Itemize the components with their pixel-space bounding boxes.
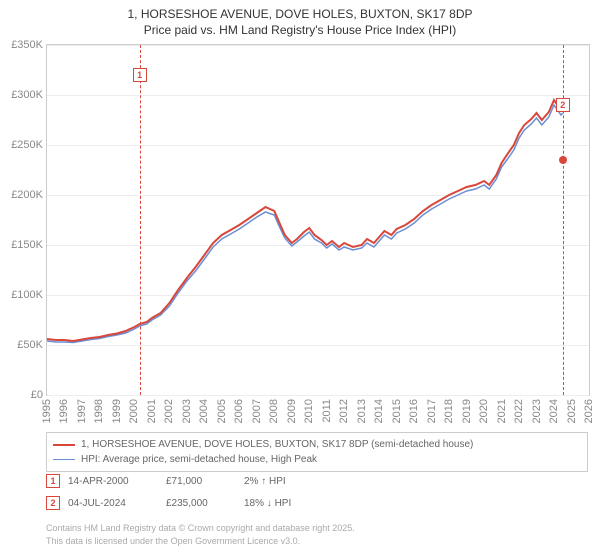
xtick-label: 1998 <box>93 399 105 423</box>
ytick-label: £300K <box>11 89 47 101</box>
xtick-label: 2000 <box>128 399 140 423</box>
xtick-label: 2025 <box>566 399 578 423</box>
ytick-label: £250K <box>11 139 47 151</box>
datapoint-change-1: 2% ↑ HPI <box>244 476 334 487</box>
legend-row-hpi: HPI: Average price, semi-detached house,… <box>53 452 581 467</box>
chart-container: 1, HORSESHOE AVENUE, DOVE HOLES, BUXTON,… <box>0 0 600 560</box>
xtick-label: 2012 <box>338 399 350 423</box>
datapoint-row-1: 1 14-APR-2000 £71,000 2% ↑ HPI <box>46 474 334 488</box>
xtick-label: 1995 <box>41 399 53 423</box>
series-svg <box>47 45 589 395</box>
xtick-label: 2017 <box>426 399 438 423</box>
xtick-label: 2002 <box>163 399 175 423</box>
xtick-label: 2024 <box>548 399 560 423</box>
datapoint-row-2: 2 04-JUL-2024 £235,000 18% ↓ HPI <box>46 496 334 510</box>
xtick-label: 2015 <box>391 399 403 423</box>
xtick-label: 2023 <box>531 399 543 423</box>
legend-label-hpi: HPI: Average price, semi-detached house,… <box>81 452 317 467</box>
ytick-label: £100K <box>11 289 47 301</box>
datapoint-change-2: 18% ↓ HPI <box>244 498 334 509</box>
marker-box-2: 2 <box>556 98 570 112</box>
xtick-label: 1997 <box>76 399 88 423</box>
ytick-label: £200K <box>11 189 47 201</box>
xtick-label: 2020 <box>478 399 490 423</box>
xtick-label: 2011 <box>321 399 333 423</box>
xtick-label: 2003 <box>181 399 193 423</box>
legend-swatch-price-paid <box>53 444 75 446</box>
marker-box-1: 1 <box>133 68 147 82</box>
xtick-label: 2006 <box>233 399 245 423</box>
xtick-label: 2007 <box>251 399 263 423</box>
xtick-label: 1996 <box>58 399 70 423</box>
datapoint-price-2: £235,000 <box>166 498 236 509</box>
chart-title-line2: Price paid vs. HM Land Registry's House … <box>0 22 600 38</box>
datapoint-price-1: £71,000 <box>166 476 236 487</box>
xtick-label: 2019 <box>461 399 473 423</box>
datapoint-marker-2: 2 <box>46 496 60 510</box>
series-line-hpi <box>47 105 563 343</box>
xtick-label: 2004 <box>198 399 210 423</box>
xtick-label: 2014 <box>373 399 385 423</box>
footer-line1: Contains HM Land Registry data © Crown c… <box>46 522 355 535</box>
xtick-label: 2021 <box>496 399 508 423</box>
xtick-label: 2001 <box>146 399 158 423</box>
legend-swatch-hpi <box>53 459 75 460</box>
xtick-label: 2016 <box>408 399 420 423</box>
ytick-label: £50K <box>17 339 47 351</box>
datapoint-date-1: 14-APR-2000 <box>68 476 158 487</box>
xtick-label: 2010 <box>303 399 315 423</box>
series-line-price_paid <box>47 100 563 341</box>
xtick-label: 1999 <box>111 399 123 423</box>
xtick-label: 2026 <box>583 399 595 423</box>
legend-label-price-paid: 1, HORSESHOE AVENUE, DOVE HOLES, BUXTON,… <box>81 437 473 452</box>
xtick-label: 2008 <box>268 399 280 423</box>
marker-dot-2 <box>559 156 567 164</box>
datapoint-marker-1: 1 <box>46 474 60 488</box>
chart-legend: 1, HORSESHOE AVENUE, DOVE HOLES, BUXTON,… <box>46 432 588 472</box>
xtick-label: 2013 <box>356 399 368 423</box>
xtick-label: 2022 <box>513 399 525 423</box>
legend-row-price-paid: 1, HORSESHOE AVENUE, DOVE HOLES, BUXTON,… <box>53 437 581 452</box>
xtick-label: 2009 <box>286 399 298 423</box>
gridline <box>47 395 589 396</box>
marker-vline <box>140 45 141 395</box>
chart-title-line1: 1, HORSESHOE AVENUE, DOVE HOLES, BUXTON,… <box>0 6 600 22</box>
xtick-label: 2018 <box>443 399 455 423</box>
chart-plot-area: £0£50K£100K£150K£200K£250K£300K£350K1995… <box>46 44 590 396</box>
chart-footer: Contains HM Land Registry data © Crown c… <box>46 522 355 547</box>
footer-line2: This data is licensed under the Open Gov… <box>46 535 355 548</box>
chart-title-block: 1, HORSESHOE AVENUE, DOVE HOLES, BUXTON,… <box>0 0 600 38</box>
ytick-label: £150K <box>11 239 47 251</box>
xtick-label: 2005 <box>216 399 228 423</box>
datapoint-date-2: 04-JUL-2024 <box>68 498 158 509</box>
ytick-label: £350K <box>11 39 47 51</box>
